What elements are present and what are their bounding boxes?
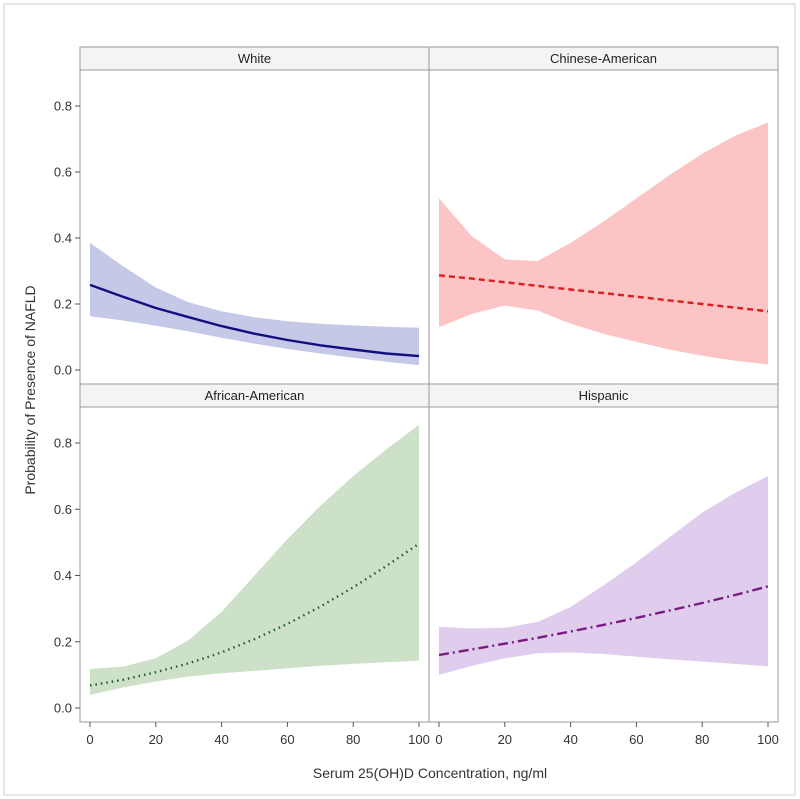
fit-line — [89, 283, 420, 358]
x-axis-title: Serum 25(OH)D Concentration, ng/ml — [313, 765, 547, 781]
x-tick-label: 40 — [563, 732, 577, 747]
y-tick-label: 0.6 — [54, 165, 72, 180]
x-tick-label: 80 — [695, 732, 709, 747]
x-tick-label: 60 — [629, 732, 643, 747]
confidence-band — [439, 122, 768, 365]
panel-title: White — [238, 51, 271, 66]
x-tick-label: 20 — [149, 732, 163, 747]
y-tick-label: 0.4 — [54, 231, 72, 246]
y-tick-label: 0.8 — [54, 436, 72, 451]
y-tick-label: 0.4 — [54, 568, 72, 583]
confidence-band — [90, 242, 419, 366]
plot-layer: White 0.0 0.2 0.4 0.6 0.8 Chinese-American Afri… — [54, 46, 779, 747]
y-tick-label: 0.8 — [54, 99, 72, 114]
confidence-band — [90, 424, 419, 695]
confidence-band — [439, 476, 768, 675]
panel-title: Hispanic — [579, 388, 629, 403]
x-tick-label: 0 — [435, 732, 442, 747]
x-tick-label: 40 — [214, 732, 228, 747]
panel-title: Chinese-American — [550, 51, 657, 66]
y-tick-label: 0.2 — [54, 634, 72, 649]
x-tick-label: 20 — [498, 732, 512, 747]
x-tick-label: 60 — [280, 732, 294, 747]
x-tick-label: 100 — [757, 732, 779, 747]
y-tick-label: 0.2 — [54, 297, 72, 312]
panel-frame — [428, 406, 779, 723]
y-tick-label: 0.6 — [54, 502, 72, 517]
fit-line — [438, 585, 769, 657]
y-axis-title: Probability of Presence of NAFLD — [22, 285, 38, 494]
fit-line — [438, 274, 769, 313]
y-tick-label: 0.0 — [54, 701, 72, 716]
fit-line — [89, 542, 420, 687]
x-tick-label: 80 — [346, 732, 360, 747]
x-tick-label: 0 — [86, 732, 93, 747]
x-tick-label: 100 — [408, 732, 430, 747]
panel-title: African-American — [205, 388, 305, 403]
y-tick-label: 0.0 — [54, 363, 72, 378]
